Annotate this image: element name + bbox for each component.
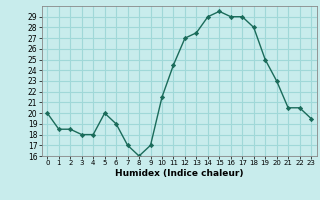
- X-axis label: Humidex (Indice chaleur): Humidex (Indice chaleur): [115, 169, 244, 178]
